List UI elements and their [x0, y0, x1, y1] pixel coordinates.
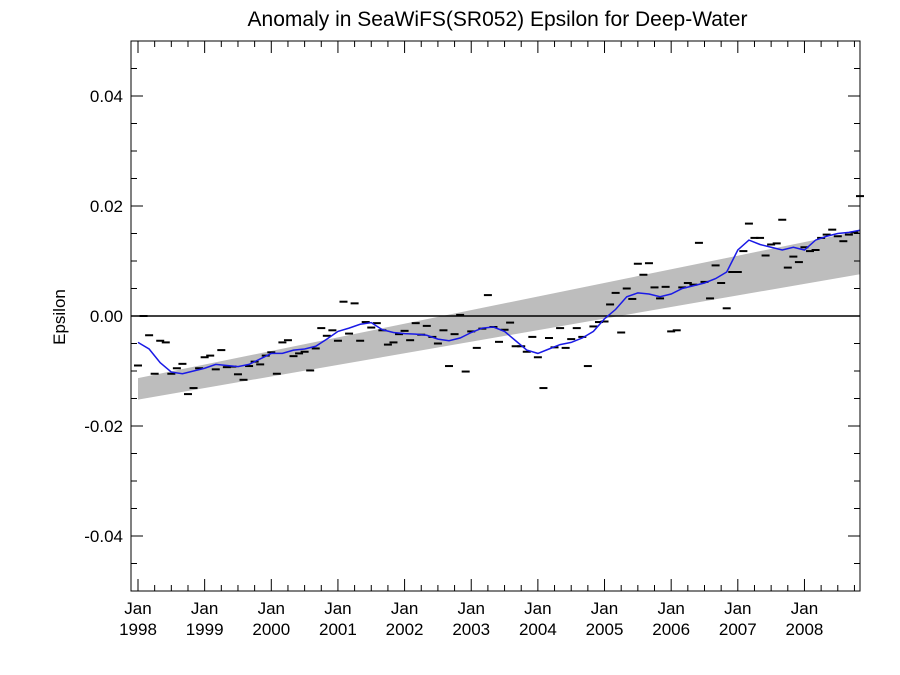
anomaly-markers-layer: [134, 195, 864, 396]
confidence-band: [138, 230, 860, 400]
x-tick-label-year: 2007: [719, 620, 757, 639]
x-tick-label-month: Jan: [791, 599, 818, 618]
y-tick-label: -0.04: [84, 527, 123, 546]
y-tick-label: -0.02: [84, 417, 123, 436]
axes-layer: [130, 40, 861, 592]
x-tick-label-year: 2001: [319, 620, 357, 639]
x-tick-label-year: 2003: [452, 620, 490, 639]
x-tick-label-year: 2006: [652, 620, 690, 639]
x-tick-label-month: Jan: [458, 599, 485, 618]
x-tick-label-month: Jan: [124, 599, 151, 618]
running-mean-layer: [137, 229, 861, 375]
x-tick-label-year: 2008: [786, 620, 824, 639]
x-tick-label-month: Jan: [391, 599, 418, 618]
x-tick-label-year: 2000: [252, 620, 290, 639]
x-tick-label-month: Jan: [191, 599, 218, 618]
confidence-band-layer: [138, 230, 860, 400]
y-tick-label: 0.04: [90, 87, 123, 106]
running-mean-line: [137, 229, 861, 375]
x-tick-label-month: Jan: [657, 599, 684, 618]
x-tick-label-year: 1998: [119, 620, 157, 639]
x-tick-label-month: Jan: [524, 599, 551, 618]
y-tick-label: 0.02: [90, 197, 123, 216]
x-tick-label-year: 2004: [519, 620, 557, 639]
x-tick-label-month: Jan: [324, 599, 351, 618]
tick-labels-layer: -0.04 -0.02 0.00 0.02 0.04 Jan 1998 Jan 1999 Jan 2…: [84, 87, 823, 639]
x-tick-label-year: 1999: [186, 620, 224, 639]
x-tick-label-month: Jan: [591, 599, 618, 618]
chart-title: Anomaly in SeaWiFS(SR052) Epsilon for De…: [247, 8, 748, 31]
y-tick-label: 0.00: [90, 307, 123, 326]
x-tick-label-year: 2002: [386, 620, 424, 639]
x-tick-label-year: 2005: [586, 620, 624, 639]
x-tick-label-month: Jan: [258, 599, 285, 618]
x-tick-label-month: Jan: [724, 599, 751, 618]
